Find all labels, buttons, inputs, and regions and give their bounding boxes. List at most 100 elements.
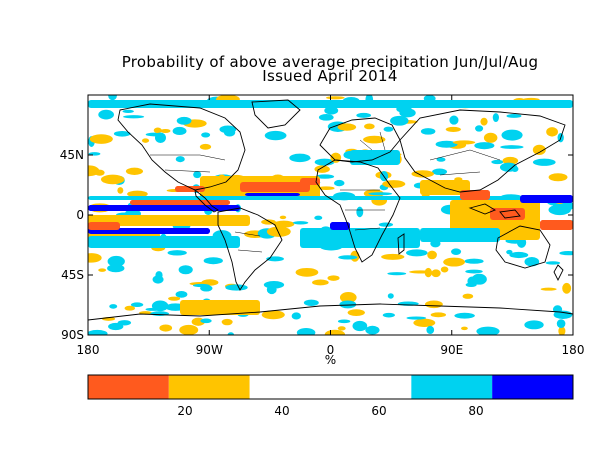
lat-tick-label: 0 bbox=[76, 208, 84, 222]
probability-patch bbox=[168, 297, 180, 301]
probability-patch bbox=[557, 319, 566, 328]
probability-patch bbox=[118, 320, 131, 325]
probability-patch bbox=[381, 254, 404, 260]
lat-tick-label: 45S bbox=[61, 268, 84, 282]
probability-patch bbox=[426, 326, 434, 334]
probability-patch bbox=[314, 165, 329, 173]
colorbar-segment bbox=[331, 375, 412, 399]
probability-patch bbox=[348, 309, 365, 316]
probability-patch bbox=[225, 284, 247, 290]
probability-patch bbox=[390, 116, 408, 126]
probability-patch bbox=[289, 154, 310, 162]
probability-patch bbox=[319, 114, 334, 121]
probability-patch bbox=[383, 313, 395, 318]
probability-band-very-low bbox=[88, 222, 120, 230]
probability-patch bbox=[334, 180, 344, 186]
probability-patch bbox=[153, 275, 164, 283]
lon-tick-label: 90W bbox=[196, 343, 223, 357]
probability-patch bbox=[475, 125, 483, 131]
probability-patch bbox=[425, 268, 432, 277]
colorbar-tick-label: 80 bbox=[468, 404, 483, 418]
probability-patch bbox=[338, 255, 357, 259]
probability-patch bbox=[562, 283, 571, 294]
lon-tick-label: 180 bbox=[562, 343, 585, 357]
probability-patch bbox=[160, 129, 170, 133]
probability-patch bbox=[193, 284, 210, 287]
probability-patch bbox=[413, 319, 435, 327]
probability-patch bbox=[312, 280, 329, 286]
probability-patch bbox=[431, 312, 446, 317]
colorbar-segment bbox=[411, 375, 492, 399]
probability-patch bbox=[267, 226, 291, 236]
probability-patch bbox=[356, 113, 371, 118]
probability-patch bbox=[379, 223, 393, 227]
probability-band-very-low bbox=[540, 220, 573, 230]
probability-patch bbox=[326, 96, 345, 99]
colorbar-ticks: 20 40 60 80 bbox=[177, 404, 483, 418]
probability-patch bbox=[541, 288, 557, 291]
probability-patch bbox=[480, 118, 487, 126]
colorbar bbox=[88, 375, 573, 399]
probability-patch bbox=[98, 268, 106, 271]
colorbar-segment bbox=[250, 375, 331, 399]
lat-tick-label: 45N bbox=[60, 148, 84, 162]
probability-patch bbox=[314, 216, 322, 220]
probability-patch bbox=[179, 325, 198, 335]
probability-patch bbox=[546, 261, 560, 264]
probability-patch bbox=[501, 130, 522, 141]
probability-patch bbox=[546, 127, 558, 136]
probability-band-high bbox=[300, 228, 420, 248]
probability-patch bbox=[338, 320, 350, 324]
probability-patch bbox=[325, 330, 345, 339]
probability-patch bbox=[193, 171, 201, 178]
probability-patch bbox=[98, 110, 114, 120]
probability-patch bbox=[201, 132, 210, 137]
probability-patch bbox=[126, 168, 143, 175]
probability-patch bbox=[446, 127, 461, 132]
probability-patch bbox=[431, 269, 440, 277]
probability-patch bbox=[506, 114, 521, 118]
probability-patch bbox=[173, 127, 187, 135]
probability-patch bbox=[364, 124, 375, 130]
probability-patch bbox=[327, 275, 339, 281]
probability-patch bbox=[87, 330, 108, 337]
probability-patch bbox=[154, 127, 162, 133]
probability-patch bbox=[293, 221, 308, 224]
probability-patch bbox=[425, 300, 443, 308]
probability-patch bbox=[454, 313, 474, 319]
probability-patch bbox=[406, 249, 428, 256]
probability-patch bbox=[465, 270, 483, 274]
probability-band-high bbox=[88, 236, 240, 248]
probability-patch bbox=[388, 293, 394, 299]
colorbar-tick-label: 60 bbox=[371, 404, 386, 418]
probability-band-very-low bbox=[130, 200, 230, 205]
probability-band-very-low bbox=[240, 182, 310, 192]
probability-patch bbox=[356, 207, 363, 218]
lon-tick-label: 90E bbox=[440, 343, 463, 357]
probability-patch bbox=[90, 134, 113, 144]
colorbar-tick-label: 20 bbox=[177, 404, 192, 418]
probability-patch bbox=[179, 265, 193, 274]
probability-patch bbox=[524, 257, 539, 267]
probability-patch bbox=[474, 142, 494, 149]
probability-patch bbox=[101, 175, 125, 185]
probability-patch bbox=[443, 258, 465, 267]
probability-patch bbox=[500, 145, 524, 149]
probability-band-very-high bbox=[520, 195, 573, 203]
probability-patch bbox=[559, 251, 577, 255]
probability-patch bbox=[464, 259, 483, 264]
probability-patch bbox=[296, 268, 319, 277]
forecast-map-figure: 45N045S90S 180 90W 0 90E 180 % 20 40 60 80 bbox=[0, 0, 600, 450]
probability-patch bbox=[441, 266, 449, 272]
probability-patch bbox=[421, 128, 436, 135]
probability-patch bbox=[382, 180, 405, 188]
probability-patch bbox=[449, 115, 458, 124]
probability-patch bbox=[432, 169, 447, 176]
probability-patch bbox=[267, 285, 277, 294]
probability-patch bbox=[406, 316, 426, 319]
probability-patch bbox=[159, 324, 172, 331]
probability-patch bbox=[427, 251, 437, 260]
probability-patch bbox=[108, 256, 125, 267]
probability-patch bbox=[176, 156, 185, 162]
probability-patch bbox=[451, 248, 461, 255]
